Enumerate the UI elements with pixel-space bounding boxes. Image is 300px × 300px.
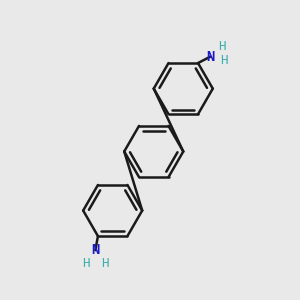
Text: H: H: [101, 256, 109, 269]
Text: N: N: [91, 243, 100, 257]
Text: H: H: [82, 256, 89, 269]
Text: N: N: [206, 50, 214, 64]
Text: H: H: [218, 40, 226, 53]
Text: H: H: [220, 54, 227, 67]
